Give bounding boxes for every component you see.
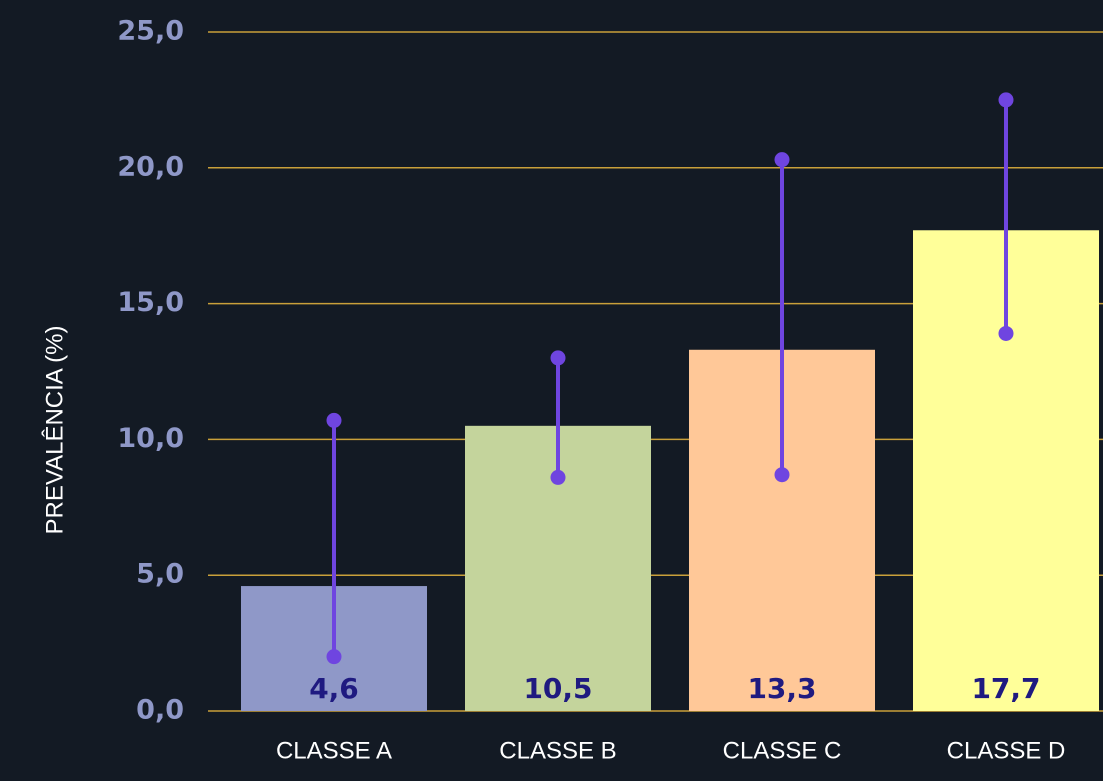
y-tick-label: 10,0 <box>117 423 184 454</box>
error-bar-low <box>550 469 566 485</box>
x-tick-label: CLASSE A <box>276 737 392 764</box>
x-tick-label: CLASSE D <box>947 737 1066 764</box>
error-bar-low <box>326 649 342 665</box>
data-label: 13,3 <box>747 672 816 705</box>
error-bar-high <box>774 152 790 168</box>
error-bar-high <box>550 350 566 366</box>
x-tick-label: CLASSE C <box>723 737 842 764</box>
y-tick-label: 15,0 <box>117 287 184 318</box>
error-bar-high <box>998 92 1014 108</box>
y-tick-label: 20,0 <box>117 151 184 182</box>
y-axis-label: PREVALÊNCIA (%) <box>41 326 68 535</box>
error-bar-low <box>998 325 1014 341</box>
x-tick-label: CLASSE B <box>499 737 616 764</box>
data-label: 4,6 <box>309 672 359 705</box>
data-label: 17,7 <box>971 672 1040 705</box>
y-tick-label: 25,0 <box>117 16 184 47</box>
error-bar-low <box>774 467 790 483</box>
error-bar-high <box>326 412 342 428</box>
data-label: 10,5 <box>523 672 592 705</box>
y-tick-label: 5,0 <box>136 559 184 590</box>
y-tick-label: 0,0 <box>136 695 184 726</box>
